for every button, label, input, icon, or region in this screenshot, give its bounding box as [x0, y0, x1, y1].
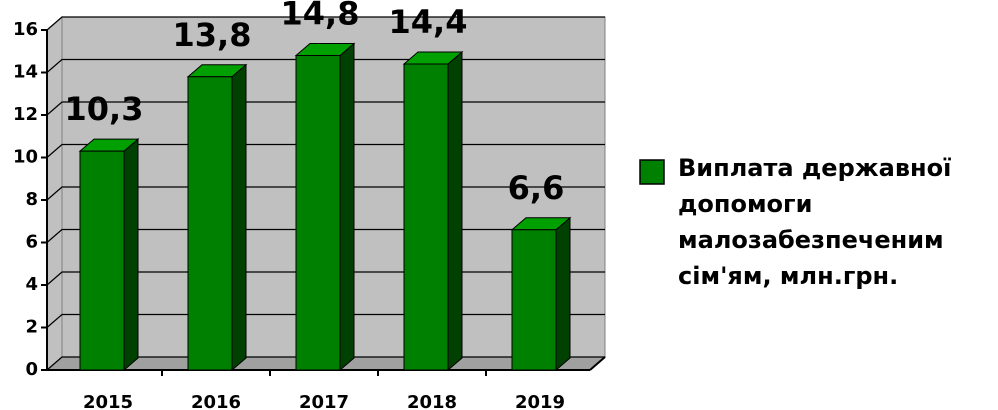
bar-side	[231, 63, 247, 372]
data-label: 13,8	[173, 16, 252, 54]
legend-swatch	[639, 159, 665, 185]
x-tick-label: 2018	[407, 392, 457, 410]
bar	[295, 55, 341, 371]
y-tick-label: 12	[13, 104, 38, 125]
y-tick-label: 0	[25, 359, 38, 380]
x-axis-depth	[589, 356, 606, 371]
bar-side	[447, 50, 463, 372]
bar	[79, 150, 125, 371]
bar	[511, 229, 557, 371]
bar-side	[555, 216, 571, 372]
y-tick-label: 16	[13, 19, 38, 40]
y-tick-label: 4	[25, 274, 38, 295]
y-tick-label: 6	[25, 232, 38, 253]
x-tick-label: 2015	[83, 392, 133, 410]
x-tick-label: 2019	[515, 392, 565, 410]
bar	[187, 76, 233, 371]
grid-line	[46, 16, 605, 31]
y-tick-label: 14	[13, 62, 38, 83]
x-tick-label: 2017	[299, 392, 349, 410]
y-tick-label: 10	[13, 147, 38, 168]
data-label: 6,6	[508, 169, 565, 207]
y-tick-label: 8	[25, 189, 38, 210]
x-tick-label: 2016	[191, 392, 241, 410]
data-label: 14,4	[389, 3, 468, 41]
bar	[403, 63, 449, 371]
data-label: 14,8	[281, 0, 360, 33]
legend-label: Виплата державної допомоги малозабезпече…	[678, 154, 952, 290]
bar-side	[123, 138, 139, 372]
data-label: 10,3	[65, 90, 144, 128]
y-tick-label: 2	[25, 317, 38, 338]
bar-side	[339, 42, 355, 372]
